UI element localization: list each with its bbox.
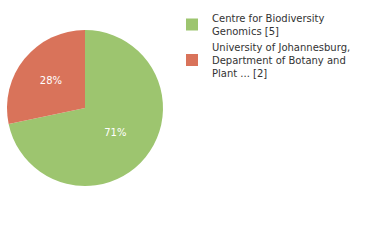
svg-text:71%: 71% <box>104 127 126 138</box>
svg-text:University of Johannesburg,Dep: University of Johannesburg,Department of… <box>212 42 350 79</box>
svg-text:28%: 28% <box>40 75 62 86</box>
svg-text:Centre for BiodiversityGenomic: Centre for BiodiversityGenomics [5] <box>212 13 325 37</box>
